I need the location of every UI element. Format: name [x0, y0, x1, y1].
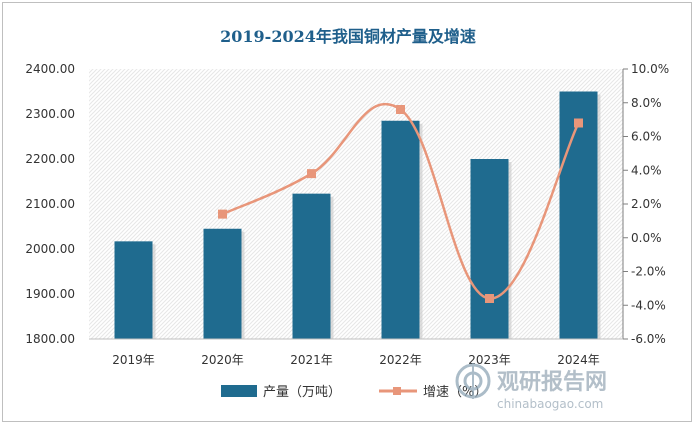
plot-area — [89, 69, 623, 339]
right-tick-label: 2.0% — [631, 197, 662, 211]
right-tick-label: 10.0% — [631, 62, 669, 76]
watermark-brand: 观研报告网 — [497, 370, 607, 395]
x-tick-label: 2024年 — [557, 353, 600, 367]
right-tick-label: 8.0% — [631, 96, 662, 110]
x-tick-label: 2020年 — [201, 353, 244, 367]
left-tick-label: 2000.00 — [25, 242, 75, 256]
x-tick-label: 2023年 — [468, 353, 511, 367]
bar-2024年 — [559, 91, 598, 339]
legend: 产量（万吨） 增速（%） — [221, 385, 487, 400]
growth-marker — [485, 294, 494, 303]
x-tick-label: 2021年 — [290, 353, 333, 367]
bar-series — [114, 91, 601, 339]
legend-line-marker — [393, 387, 401, 395]
bar-2021年 — [292, 193, 331, 339]
growth-marker — [218, 209, 227, 219]
bar-2020年 — [203, 228, 242, 339]
watermark-url: chinabaogao.com — [497, 397, 603, 411]
x-tick-label: 2022年 — [379, 353, 422, 367]
growth-line-series — [218, 102, 583, 303]
watermark: 观研报告网 chinabaogao.com — [455, 363, 607, 411]
legend-bar-swatch — [221, 385, 257, 397]
chart-canvas: 2019-2024年我国铜材产量及增速 1800.00 1900.00 2000.0… — [25, 27, 669, 411]
legend-bar-label: 产量（万吨） — [263, 385, 341, 400]
left-tick-label: 1800.00 — [25, 332, 75, 346]
growth-line — [221, 102, 580, 300]
watermark-logo-icon — [455, 363, 491, 399]
left-tick-label: 1900.00 — [25, 287, 75, 301]
x-axis: 2019年 2020年 2021年 2022年 2023年 2024年 — [89, 338, 623, 367]
bar-2019年 — [114, 241, 153, 339]
right-axis: -6.0% -4.0% -2.0% 0.0% 2.0% 4.0% 6.0% 8.0% 10.0% — [622, 62, 669, 346]
chart-title: 2019-2024年我国铜材产量及增速 — [220, 27, 476, 46]
left-axis: 1800.00 1900.00 2000.00 2100.00 2200.00 2300.… — [25, 62, 75, 346]
left-tick-label: 2400.00 — [25, 62, 75, 76]
right-tick-label: -2.0% — [631, 265, 666, 279]
growth-marker — [396, 105, 405, 114]
left-tick-label: 2100.00 — [25, 197, 75, 211]
x-tick-label: 2019年 — [112, 353, 155, 367]
left-tick-label: 2200.00 — [25, 152, 75, 166]
growth-marker — [307, 169, 316, 179]
growth-marker — [574, 118, 583, 128]
bar-2023年 — [470, 159, 509, 339]
right-tick-label: 4.0% — [631, 163, 662, 177]
right-tick-label: 0.0% — [631, 231, 662, 245]
right-tick-label: -4.0% — [631, 298, 666, 312]
chart-frame: 2019-2024年我国铜材产量及增速 1800.00 1900.00 2000.0… — [2, 2, 692, 422]
left-tick-label: 2300.00 — [25, 107, 75, 121]
right-tick-label: -6.0% — [631, 332, 666, 346]
bar-2022年 — [381, 120, 420, 339]
right-tick-label: 6.0% — [631, 130, 662, 144]
